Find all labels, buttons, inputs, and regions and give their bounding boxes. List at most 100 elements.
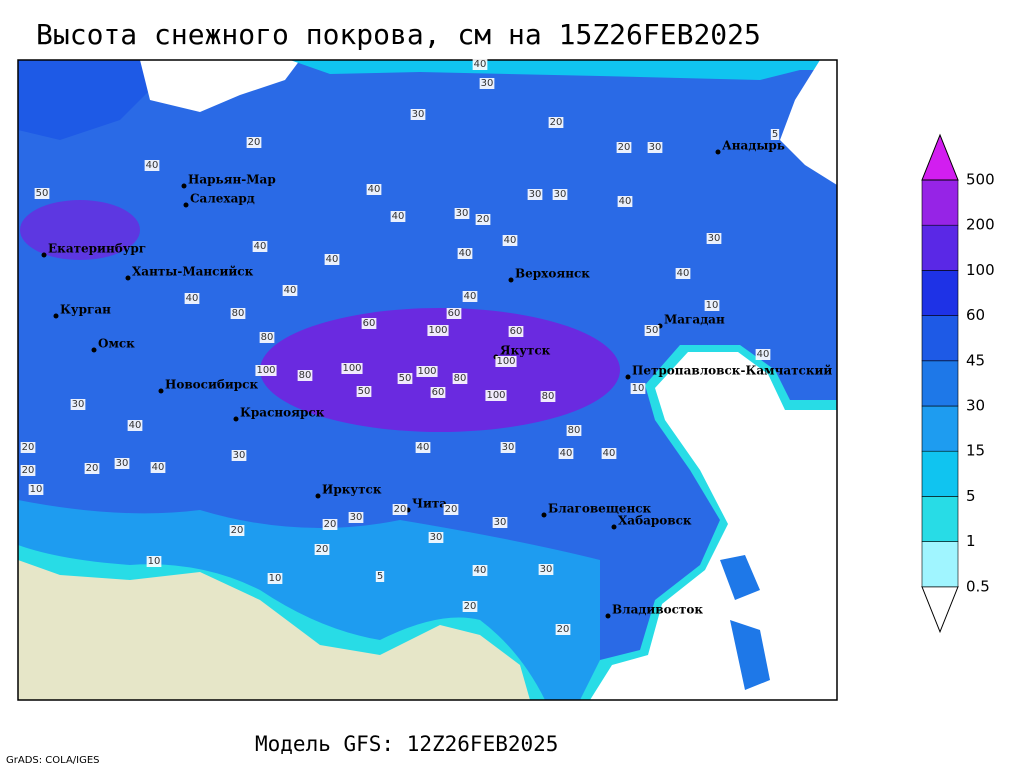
contour-label: 100 xyxy=(342,363,361,374)
contour-label: 40 xyxy=(417,442,430,453)
contour-label: 30 xyxy=(502,442,515,453)
contour-label-box xyxy=(704,300,720,311)
contour-label-box xyxy=(150,462,166,473)
contour-label-box xyxy=(297,370,313,381)
contour-label-box xyxy=(428,532,444,543)
contour-label-box xyxy=(706,233,722,244)
contour-label-box xyxy=(246,137,262,148)
contour-label: 30 xyxy=(72,399,85,410)
contour-label: 50 xyxy=(646,325,659,336)
contour-label-box xyxy=(229,525,245,536)
contour-label: 100 xyxy=(417,366,436,377)
legend-label: 45 xyxy=(966,351,985,369)
contour-label: 20 xyxy=(445,504,458,515)
contour-label-box xyxy=(457,248,473,259)
contour-label-box xyxy=(231,450,247,461)
contour-label-box xyxy=(508,326,524,337)
contour-label: 30 xyxy=(430,532,443,543)
contour-label: 30 xyxy=(649,142,662,153)
city-name: Новосибирск xyxy=(165,378,258,392)
contour-label-box xyxy=(472,565,488,576)
contour-label-box xyxy=(410,109,426,120)
contour-label-box xyxy=(114,458,130,469)
city-name: Петропавловск-Камчатский xyxy=(632,364,832,378)
contour-label-box xyxy=(617,196,633,207)
city-name: Иркутск xyxy=(322,483,382,497)
contour-label-box xyxy=(475,214,491,225)
contour-label: 20 xyxy=(477,214,490,225)
contour-label: 60 xyxy=(432,387,445,398)
snow-region xyxy=(18,60,160,140)
contour-label: 40 xyxy=(677,268,690,279)
contour-label: 50 xyxy=(358,386,371,397)
city-name: Курган xyxy=(60,303,111,317)
contour-label: 100 xyxy=(486,390,505,401)
contour-label-box xyxy=(415,442,431,453)
legend-label: 200 xyxy=(966,216,995,234)
contour-label-box xyxy=(548,117,564,128)
contour-label-box xyxy=(538,564,554,575)
contour-label: 30 xyxy=(554,189,567,200)
contour-label-box xyxy=(616,142,632,153)
legend-swatch xyxy=(921,450,959,497)
contour-label-box xyxy=(495,356,517,367)
city-dot xyxy=(158,388,164,394)
contour-label: 40 xyxy=(459,248,472,259)
contour-label: 20 xyxy=(550,117,563,128)
contour-label: 100 xyxy=(496,356,515,367)
city-name: Омск xyxy=(98,337,135,351)
contour-label: 40 xyxy=(560,448,573,459)
city-name: Владивосток xyxy=(612,603,703,617)
contour-label-box xyxy=(427,325,449,336)
contour-label: 30 xyxy=(529,189,542,200)
contour-label: 40 xyxy=(464,291,477,302)
contour-label-box xyxy=(558,448,574,459)
contour-label: 10 xyxy=(706,300,719,311)
contour-label-box xyxy=(255,365,277,376)
contour-label: 40 xyxy=(152,462,165,473)
contour-label: 80 xyxy=(299,370,312,381)
snow-region xyxy=(290,60,837,80)
contour-label-box xyxy=(502,235,518,246)
contour-label-box xyxy=(127,420,143,431)
contour-label: 20 xyxy=(618,142,631,153)
contour-label-box xyxy=(28,484,44,495)
legend-swatch xyxy=(921,541,959,588)
contour-label-box xyxy=(416,366,438,377)
legend-swatch xyxy=(921,360,959,407)
contour-label: 20 xyxy=(557,624,570,635)
city-name: Салехард xyxy=(190,192,255,206)
contour-label: 40 xyxy=(474,59,487,70)
contour-label-box xyxy=(84,463,100,474)
legend-swatch xyxy=(921,270,959,316)
contour-label: 30 xyxy=(233,450,246,461)
city-name: Екатеринбург xyxy=(48,242,146,256)
contour-label: 80 xyxy=(454,373,467,384)
contour-label: 20 xyxy=(22,465,35,476)
contour-label: 50 xyxy=(36,188,49,199)
contour-label-box xyxy=(647,142,663,153)
city-name: Верхоянск xyxy=(515,267,590,281)
contour-label: 40 xyxy=(392,211,405,222)
legend-swatch xyxy=(921,496,959,542)
contour-label: 20 xyxy=(324,519,337,530)
contour-label-box xyxy=(552,189,568,200)
snow-region xyxy=(20,200,140,260)
contour-label-box xyxy=(566,425,582,436)
contour-label: 5 xyxy=(772,129,778,140)
city-dot xyxy=(611,524,617,530)
contour-label: 30 xyxy=(708,233,721,244)
contour-label: 60 xyxy=(510,326,523,337)
contour-label: 20 xyxy=(464,601,477,612)
map xyxy=(18,60,837,700)
contour-labels: 40 30 30 20 20 20 30 5 40 50 40 30 30 40 40 30 20 40 40 40 4… xyxy=(20,59,780,635)
city-dot xyxy=(181,183,187,189)
contour-label-box xyxy=(282,285,298,296)
contour-label-box xyxy=(375,571,385,582)
contour-label: 20 xyxy=(316,544,329,555)
contour-label-box xyxy=(644,325,660,336)
city-name: Магадан xyxy=(664,313,725,327)
legend-label: 500 xyxy=(966,171,995,189)
contour-label: 30 xyxy=(456,208,469,219)
